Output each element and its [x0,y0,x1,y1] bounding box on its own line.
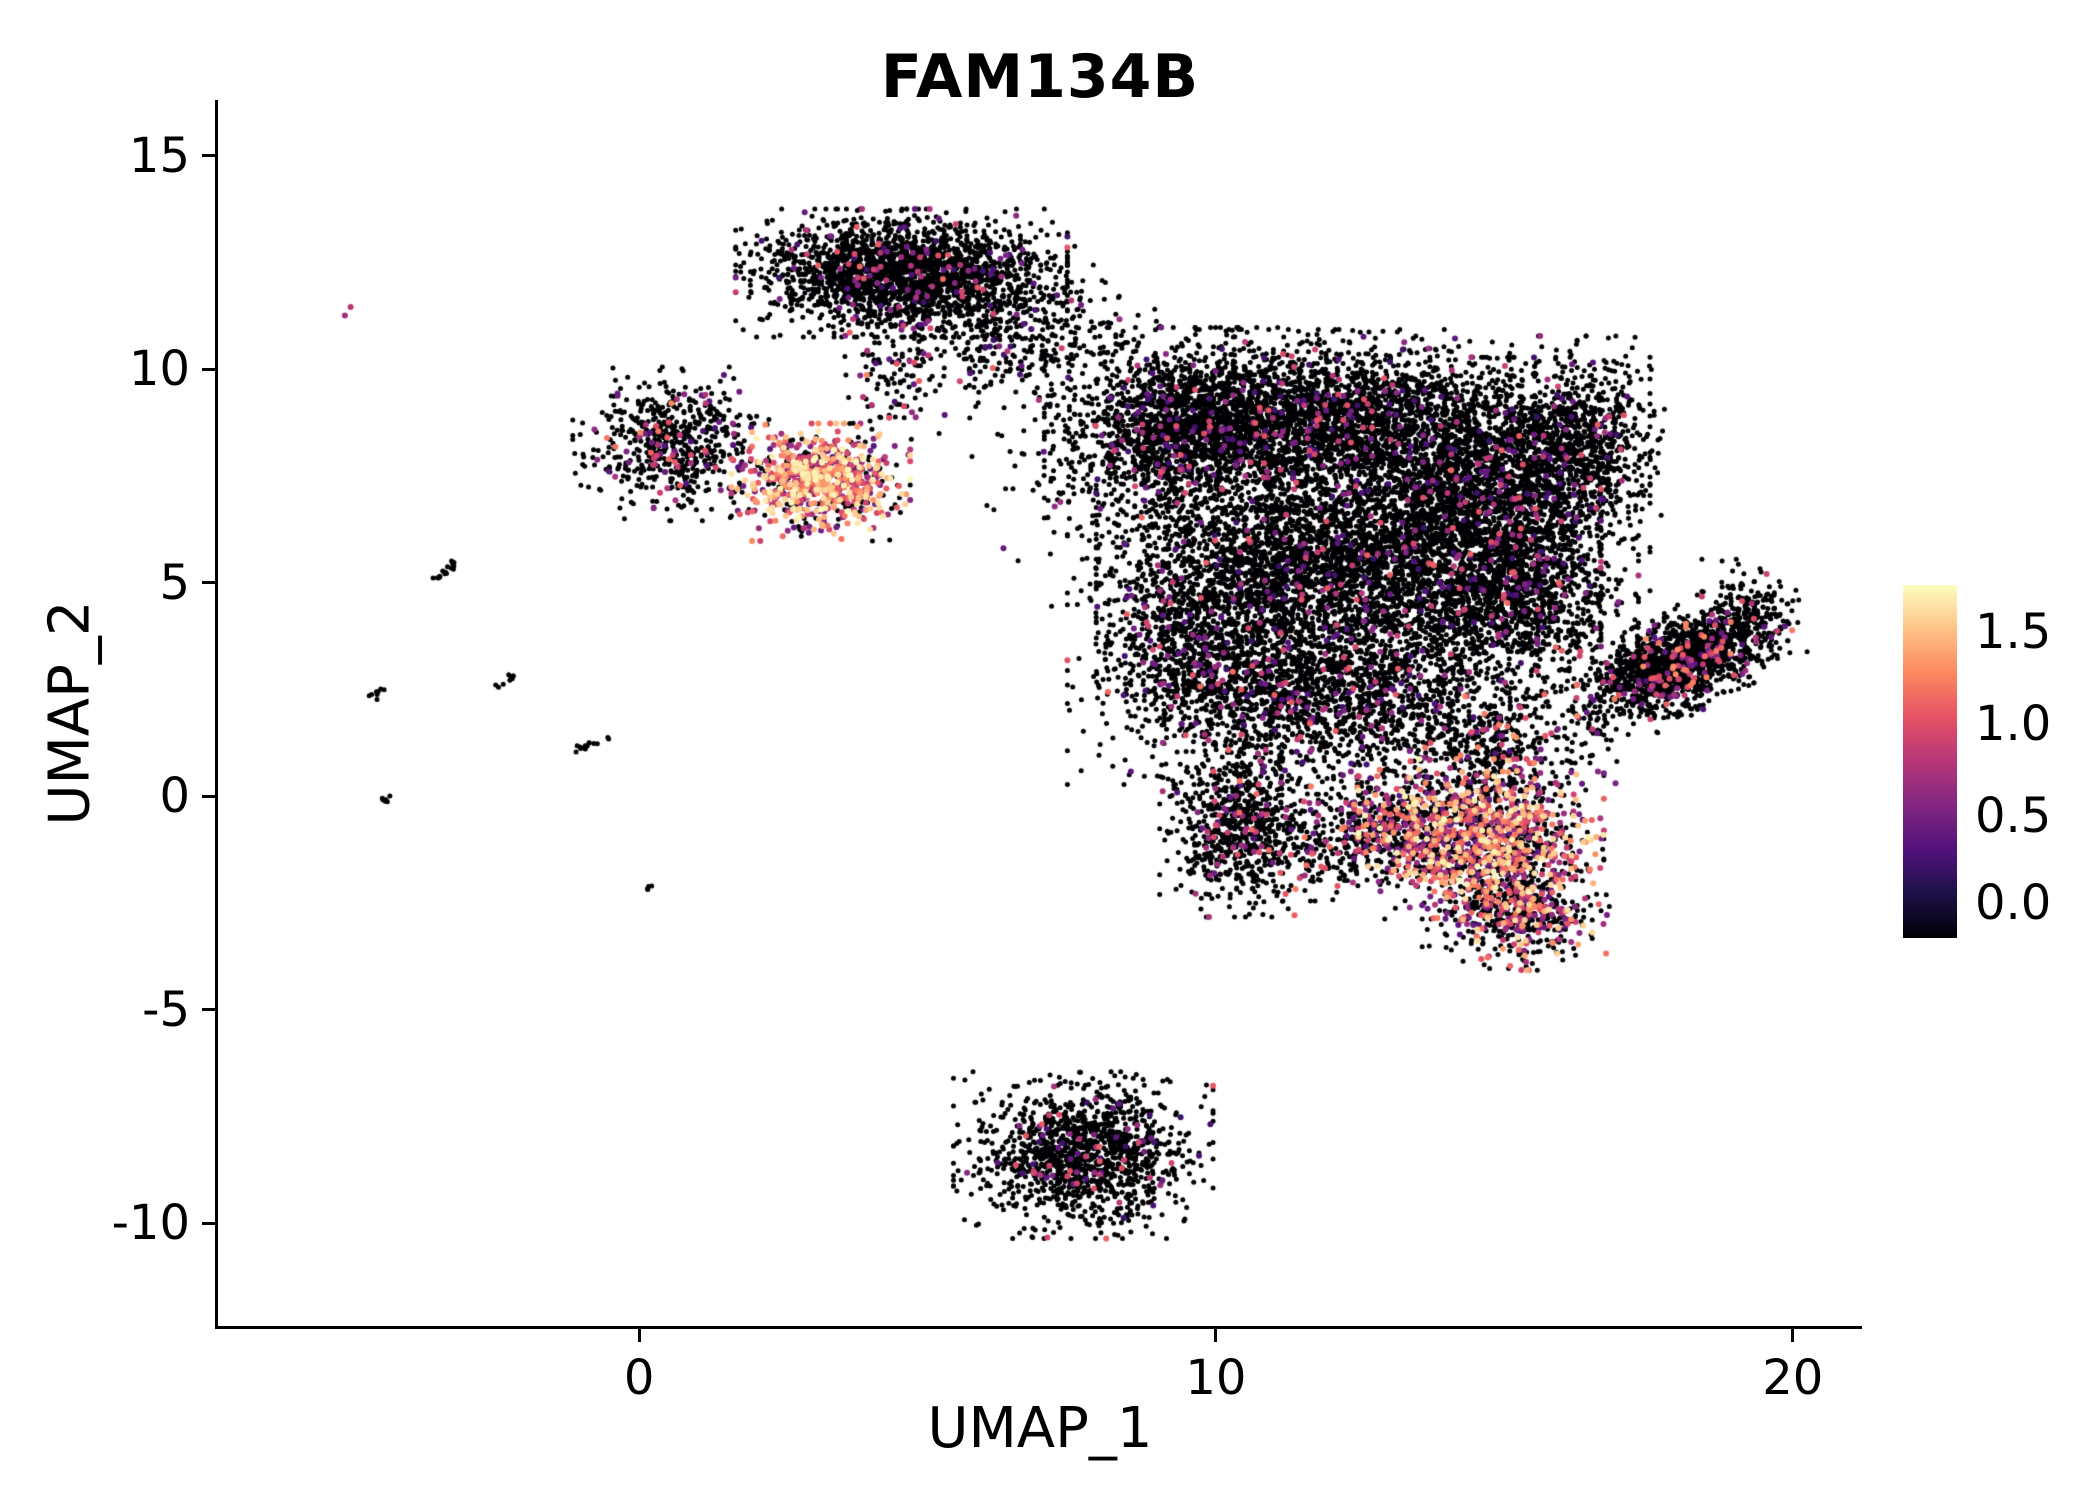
x-tick-label: 10 [1185,1350,1247,1406]
colorbar-tick-label: 0.5 [1975,787,2052,844]
x-axis-line [215,1326,1862,1329]
y-tick-mark [202,367,215,371]
y-tick-label: 0 [159,768,190,825]
y-tick-label: 5 [159,554,190,611]
y-axis-line [215,100,218,1329]
y-tick-mark [202,1008,215,1012]
plot-title: FAM134B [880,42,1200,112]
y-tick-label: 10 [128,341,190,398]
y-tick-label: -10 [111,1195,190,1252]
colorbar-tick-label: 0.0 [1975,875,2052,932]
colorbar-tick-label: 1.5 [1975,603,2052,660]
x-tick-mark [1791,1329,1795,1342]
x-tick-mark [637,1329,641,1342]
y-tick-mark [202,581,215,585]
x-tick-mark [1214,1329,1218,1342]
x-tick-label: 0 [623,1350,655,1406]
y-tick-label: -5 [142,981,190,1038]
y-tick-label: 15 [128,127,190,184]
y-axis-label: UMAP_2 [37,600,103,826]
colorbar-tick-label: 1.0 [1975,696,2052,753]
y-tick-mark [202,794,215,798]
x-tick-label: 20 [1762,1350,1824,1406]
colorbar-gradient [1903,585,1957,938]
y-tick-mark [202,1221,215,1225]
y-tick-mark [202,154,215,158]
x-axis-label: UMAP_1 [927,1396,1153,1461]
